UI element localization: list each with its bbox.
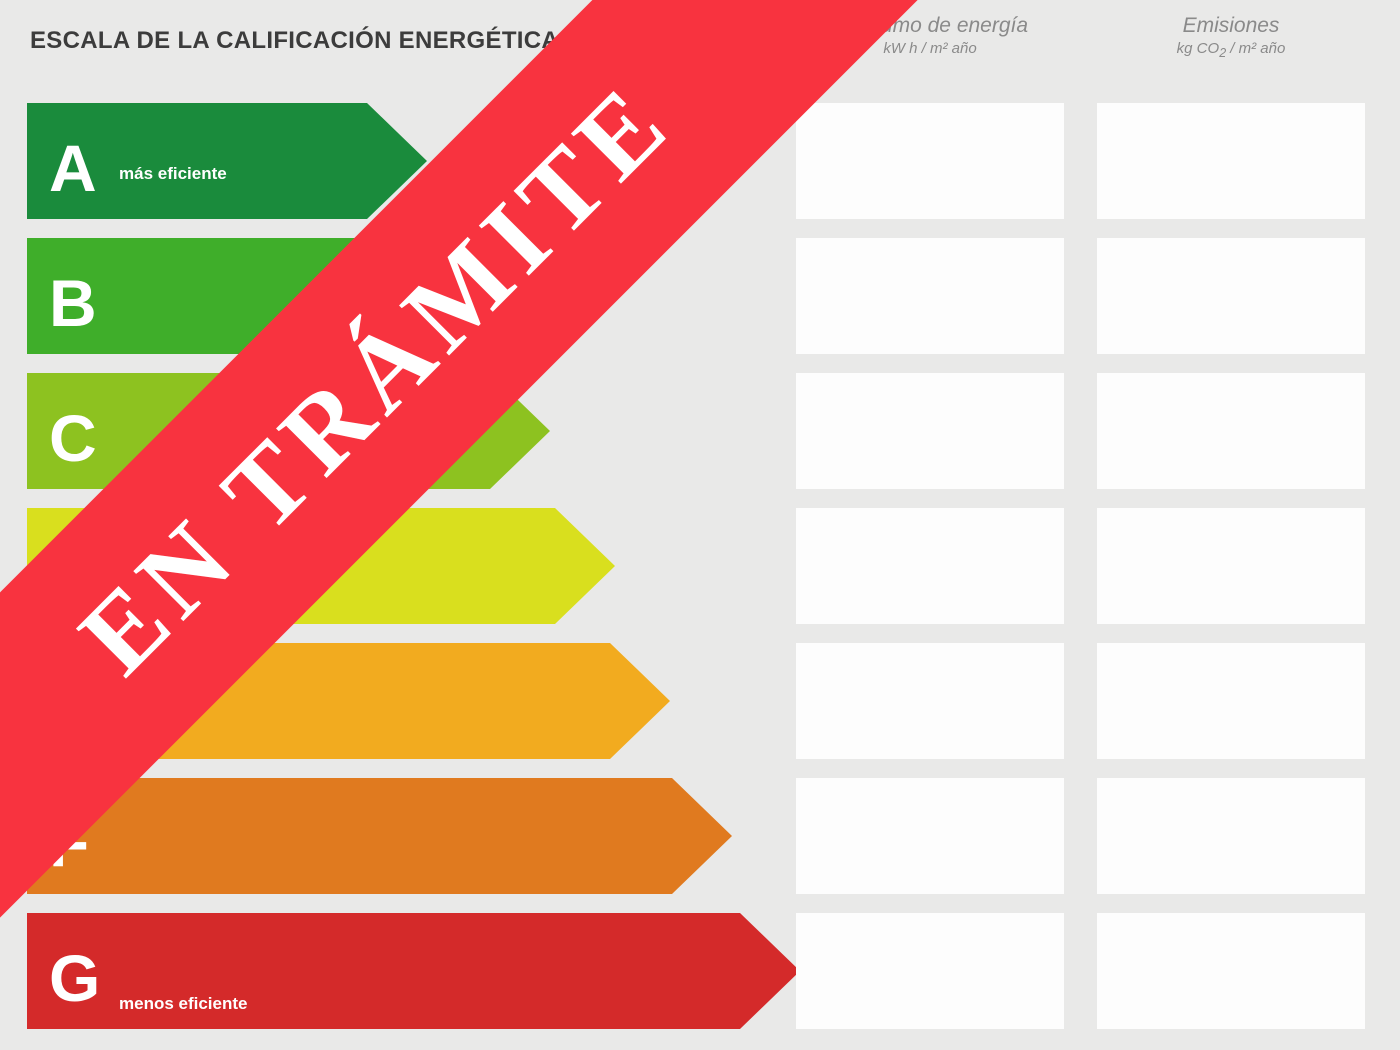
svg-text:A: A xyxy=(49,131,97,205)
svg-text:menos eficiente: menos eficiente xyxy=(119,994,248,1013)
svg-text:C: C xyxy=(49,401,97,475)
svg-text:G: G xyxy=(49,941,100,1015)
svg-text:B: B xyxy=(49,266,97,340)
svg-text:más eficiente: más eficiente xyxy=(119,164,227,183)
